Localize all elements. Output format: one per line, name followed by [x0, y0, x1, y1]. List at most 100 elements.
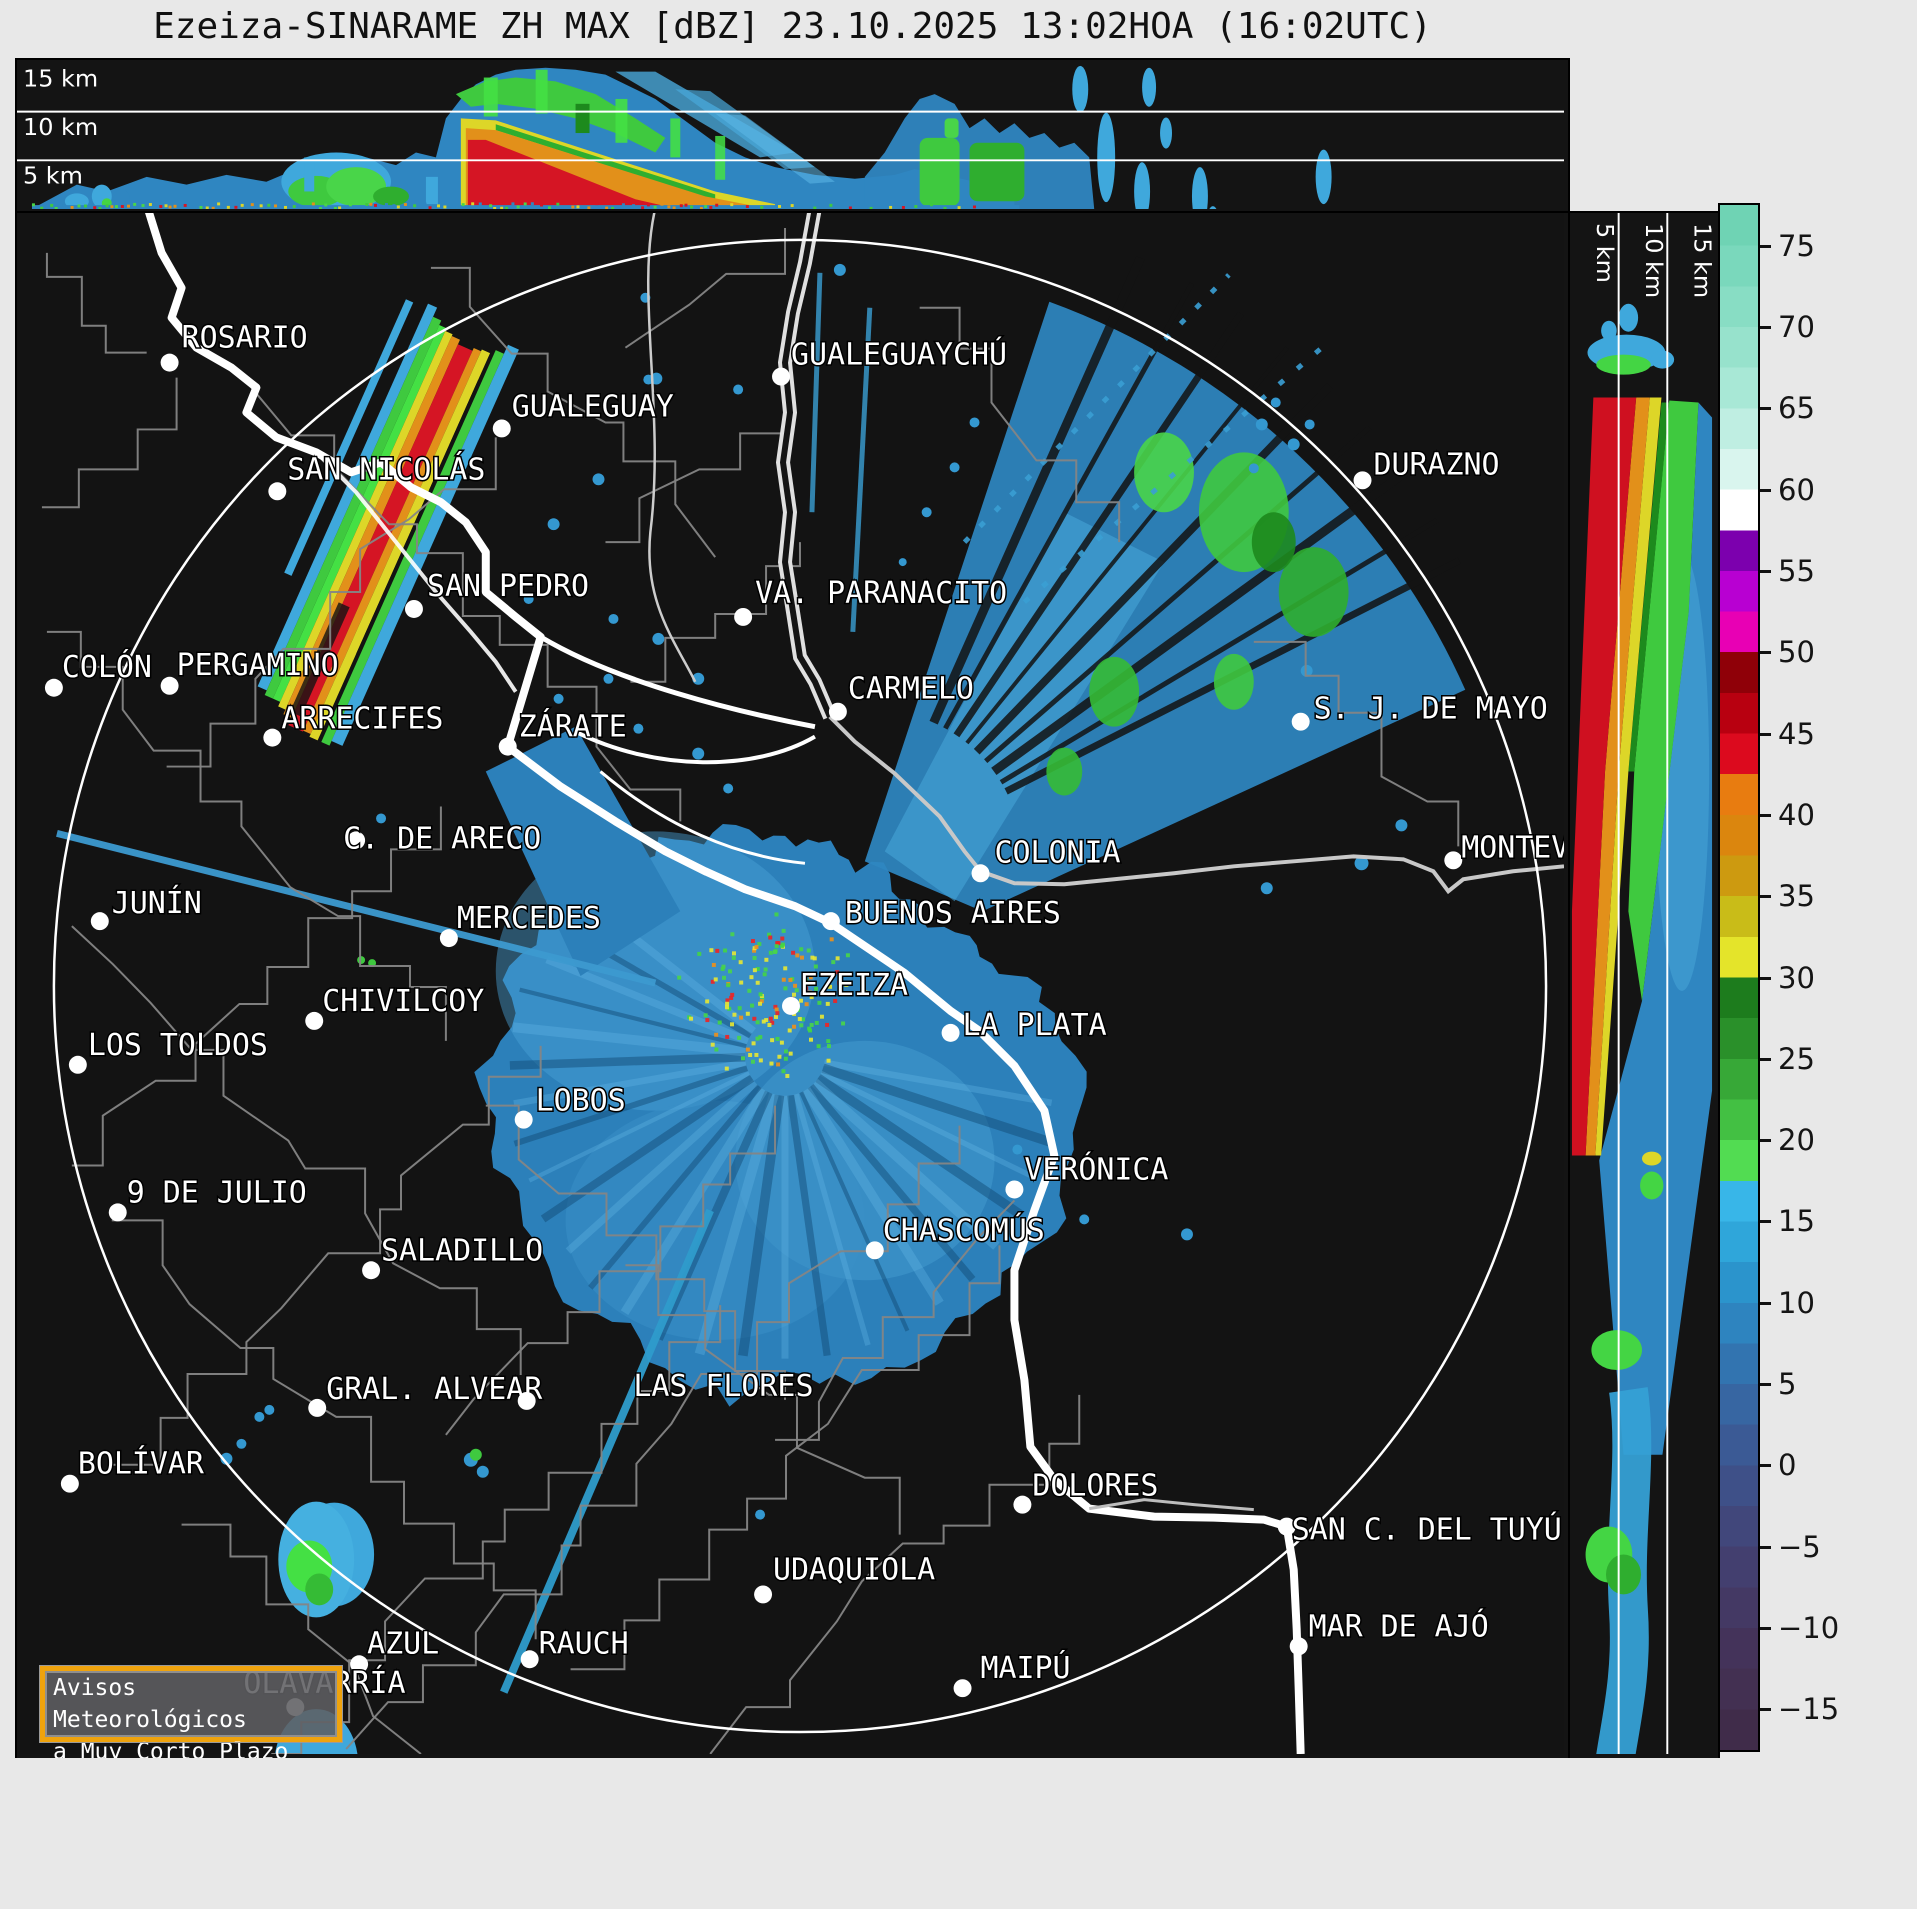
- altitude-gridlines: [17, 110, 1564, 162]
- colorbar-tick-label: 55: [1778, 553, 1815, 588]
- city-dot: [971, 864, 990, 883]
- city-label: DURAZNO: [1373, 447, 1499, 482]
- right-altitude-labels: 5 km 10 km 15 km: [1591, 223, 1714, 298]
- altitude-gridlines: [1617, 213, 1669, 1754]
- colorbar-tick: [1760, 1301, 1771, 1305]
- city-dot: [953, 1679, 972, 1698]
- rivers-and-coastlines: [145, 213, 1564, 1754]
- colorbar-tick: [1760, 1464, 1771, 1468]
- city-marker: GUALEGUAY: [492, 388, 675, 438]
- city-marker: JUNÍN: [90, 884, 203, 931]
- city-label: MAIPÚ: [981, 1649, 1071, 1686]
- city-label: LAS FLORES: [633, 1369, 813, 1404]
- colorbar-tick: [1760, 651, 1771, 655]
- city-marker: AZUL: [350, 1625, 441, 1674]
- svg-text:5 km: 5 km: [23, 162, 83, 190]
- colorbar-tick-label: 50: [1778, 635, 1815, 670]
- colorbar-tick-label: 30: [1778, 960, 1815, 995]
- top-altitude-labels: 15 km 10 km 5 km: [23, 65, 98, 190]
- city-dot: [754, 1585, 773, 1604]
- city-dot: [828, 702, 847, 721]
- city-marker: MAR DE AJÓ: [1289, 1606, 1490, 1656]
- city-marker: LOBOS: [514, 1082, 627, 1129]
- colorbar-tick: [1760, 1057, 1771, 1061]
- city-label: AZUL: [367, 1626, 439, 1661]
- city-marker: DOLORES: [1013, 1467, 1160, 1514]
- city-dot: [517, 1391, 536, 1410]
- city-dot: [268, 482, 287, 501]
- city-dot: [90, 912, 109, 931]
- colorbar-tick: [1760, 976, 1771, 980]
- colorbar-tick-label: −15: [1778, 1692, 1840, 1727]
- colorbar-tick-label: −5: [1778, 1529, 1821, 1564]
- city-dot: [782, 996, 800, 1015]
- city-label: MAR DE AJÓ: [1309, 1607, 1489, 1644]
- city-marker: BUENOS AIRES: [821, 895, 1062, 933]
- svg-text:15 km: 15 km: [1689, 223, 1714, 298]
- city-dot: [941, 1023, 960, 1042]
- svg-text:15 km: 15 km: [23, 65, 98, 93]
- city-label: SAN PEDRO: [427, 569, 589, 604]
- city-label: RAUCH: [539, 1626, 629, 1661]
- colorbar-tick-label: 0: [1778, 1448, 1797, 1483]
- city-marker: CHASCOMÚS: [865, 1210, 1046, 1260]
- city-marker: GRAL. ALVEAR: [308, 1370, 544, 1417]
- colorbar: [1718, 203, 1760, 1752]
- svg-text:10 km: 10 km: [23, 113, 98, 141]
- city-marker: SAN C. DEL TUYÚ: [1277, 1509, 1563, 1549]
- alert-box-line1: Avisos Meteorológicos: [53, 1675, 247, 1733]
- city-marker: MONTEVIDEO: [1444, 829, 1564, 870]
- city-marker: C. DE ARECO: [342, 820, 543, 858]
- city-dot: [263, 728, 282, 747]
- colorbar-tick: [1760, 407, 1771, 411]
- city-dot: [68, 1055, 87, 1074]
- city-marker: CHIVILCOY: [305, 982, 486, 1030]
- city-label: MERCEDES: [457, 901, 601, 936]
- city-marker: EZEIZA: [782, 966, 910, 1015]
- city-dot: [1289, 1637, 1308, 1656]
- city-marker: VERÓNICA: [1005, 1149, 1170, 1199]
- city-marker: S. J. DE MAYO: [1291, 690, 1549, 731]
- city-label: VERÓNICA: [1024, 1150, 1168, 1187]
- colorbar-tick: [1760, 1383, 1771, 1387]
- colorbar-tick: [1760, 244, 1771, 248]
- colorbar-tick: [1760, 1545, 1771, 1549]
- city-marker: LAS FLORES: [517, 1367, 815, 1410]
- city-marker: VA. PARANACITO: [734, 574, 1009, 626]
- top-cross-section-panel: 15 km 10 km 5 km: [15, 58, 1570, 215]
- city-dot: [308, 1398, 327, 1417]
- city-marker: SALADILLO: [362, 1232, 545, 1280]
- city-dot: [305, 1011, 324, 1030]
- colorbar-tick: [1760, 325, 1771, 329]
- city-label: GUALEGUAY: [512, 389, 674, 424]
- colorbar-tick: [1760, 813, 1771, 817]
- city-label: BOLÍVAR: [78, 1446, 204, 1482]
- city-label: JUNÍN: [112, 885, 202, 921]
- city-label: CHIVILCOY: [322, 984, 484, 1019]
- right-cross-section-panel: 5 km 10 km 15 km: [1568, 211, 1720, 1760]
- colorbar-tick-label: 40: [1778, 797, 1815, 832]
- city-label: CHASCOMÚS: [883, 1211, 1045, 1248]
- city-dot: [772, 367, 791, 386]
- city-marker: ARRECIFES: [263, 700, 445, 747]
- city-marker: MAIPÚ: [953, 1648, 1072, 1698]
- svg-text:5 km: 5 km: [1591, 223, 1619, 283]
- city-dot: [404, 599, 423, 618]
- colorbar-tick: [1760, 895, 1771, 899]
- city-marker: BOLÍVAR: [60, 1444, 205, 1493]
- page-title: Ezeiza-SINARAME ZH MAX [dBZ] 23.10.2025 …: [153, 6, 1432, 47]
- city-marker: DURAZNO: [1353, 446, 1501, 490]
- city-dot: [520, 1650, 539, 1669]
- top-echo-layer: [31, 65, 1332, 209]
- colorbar-tick: [1760, 488, 1771, 492]
- city-label: MONTEVIDEO: [1461, 830, 1564, 865]
- echo-layer: [56, 256, 1466, 1754]
- city-dot: [160, 676, 179, 695]
- city-dot: [492, 419, 511, 438]
- city-marker: LA PLATA: [941, 1006, 1108, 1044]
- range-ring: [52, 238, 1548, 1734]
- right-echo-layer: [1571, 303, 1713, 1754]
- colorbar-tick-label: −10: [1778, 1611, 1840, 1646]
- city-dot: [1291, 712, 1310, 731]
